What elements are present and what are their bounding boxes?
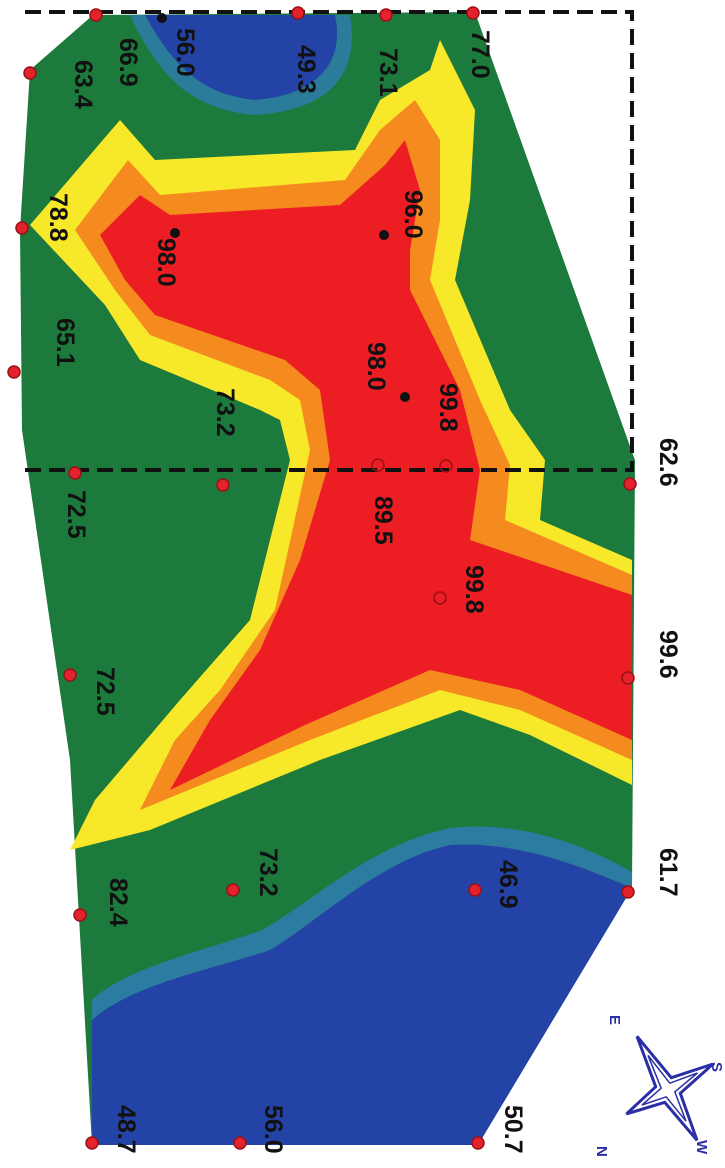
sample-marker[interactable] (68, 466, 82, 480)
low-zone-bottom (92, 844, 632, 1145)
sample-marker[interactable] (291, 6, 305, 20)
sample-marker[interactable] (63, 668, 77, 682)
sample-marker[interactable] (623, 477, 637, 491)
survey-point[interactable] (379, 230, 389, 240)
low-zone-top (145, 15, 338, 100)
low-zone-top-edge (130, 15, 352, 115)
zone-red (100, 140, 632, 790)
value-label: 66.9 (114, 38, 142, 87)
value-label: 99.8 (434, 383, 462, 432)
sample-marker[interactable] (371, 458, 385, 472)
sample-marker[interactable] (73, 908, 87, 922)
sample-marker[interactable] (7, 365, 21, 379)
low-zone-bottom-edge (92, 826, 632, 1020)
sample-marker[interactable] (23, 66, 37, 80)
sample-marker[interactable] (433, 591, 447, 605)
survey-point[interactable] (170, 228, 180, 238)
sample-marker[interactable] (466, 6, 480, 20)
sample-marker[interactable] (85, 1136, 99, 1150)
sample-marker[interactable] (468, 883, 482, 897)
field-notch (475, 12, 635, 460)
compass-star-icon (625, 1035, 715, 1142)
value-label: 96.0 (399, 190, 427, 239)
sample-marker[interactable] (226, 883, 240, 897)
value-label: 82.4 (104, 878, 132, 927)
sample-marker[interactable] (15, 221, 29, 235)
value-labels: 63.4 66.9 56.0 49.3 73.1 77.0 78.8 98.0 … (44, 28, 682, 1154)
value-label: 61.7 (654, 848, 682, 897)
value-label: 46.9 (494, 860, 522, 909)
sample-marker[interactable] (621, 671, 635, 685)
value-label: 48.7 (112, 1105, 140, 1154)
survey-area-box (25, 10, 634, 472)
value-label: 73.2 (211, 388, 239, 437)
value-label: 78.8 (44, 193, 72, 242)
compass-south-label: S (708, 1062, 725, 1072)
survey-point[interactable] (157, 13, 167, 23)
value-label: 99.8 (460, 565, 488, 614)
value-label: 98.0 (362, 342, 390, 391)
value-label: 56.0 (259, 1105, 287, 1154)
value-label: 62.6 (654, 438, 682, 487)
compass-north-label: N (593, 1146, 610, 1157)
value-label: 98.0 (152, 238, 180, 287)
value-label: 72.5 (62, 490, 90, 539)
value-label: 89.5 (369, 496, 397, 545)
value-label: 99.6 (654, 630, 682, 679)
value-label: 65.1 (51, 318, 79, 367)
sample-marker[interactable] (379, 8, 393, 22)
value-label: 72.5 (91, 667, 119, 716)
compass-east-label: E (606, 1015, 623, 1025)
sample-marker[interactable] (621, 885, 635, 899)
sample-marker[interactable] (439, 459, 453, 473)
value-label: 63.4 (69, 60, 97, 109)
value-label: 73.1 (374, 48, 402, 97)
sample-marker[interactable] (471, 1136, 485, 1150)
value-label: 49.3 (292, 45, 320, 94)
survey-points (157, 13, 410, 402)
sample-marker[interactable] (216, 478, 230, 492)
value-label: 77.0 (466, 30, 494, 79)
value-label: 73.2 (254, 848, 282, 897)
compass-west-label: W (693, 1140, 710, 1155)
value-label: 50.7 (499, 1105, 527, 1154)
sample-marker[interactable] (89, 8, 103, 22)
value-label: 56.0 (171, 28, 199, 77)
sample-marker[interactable] (233, 1136, 247, 1150)
sample-markers (7, 6, 637, 1150)
survey-point[interactable] (400, 392, 410, 402)
